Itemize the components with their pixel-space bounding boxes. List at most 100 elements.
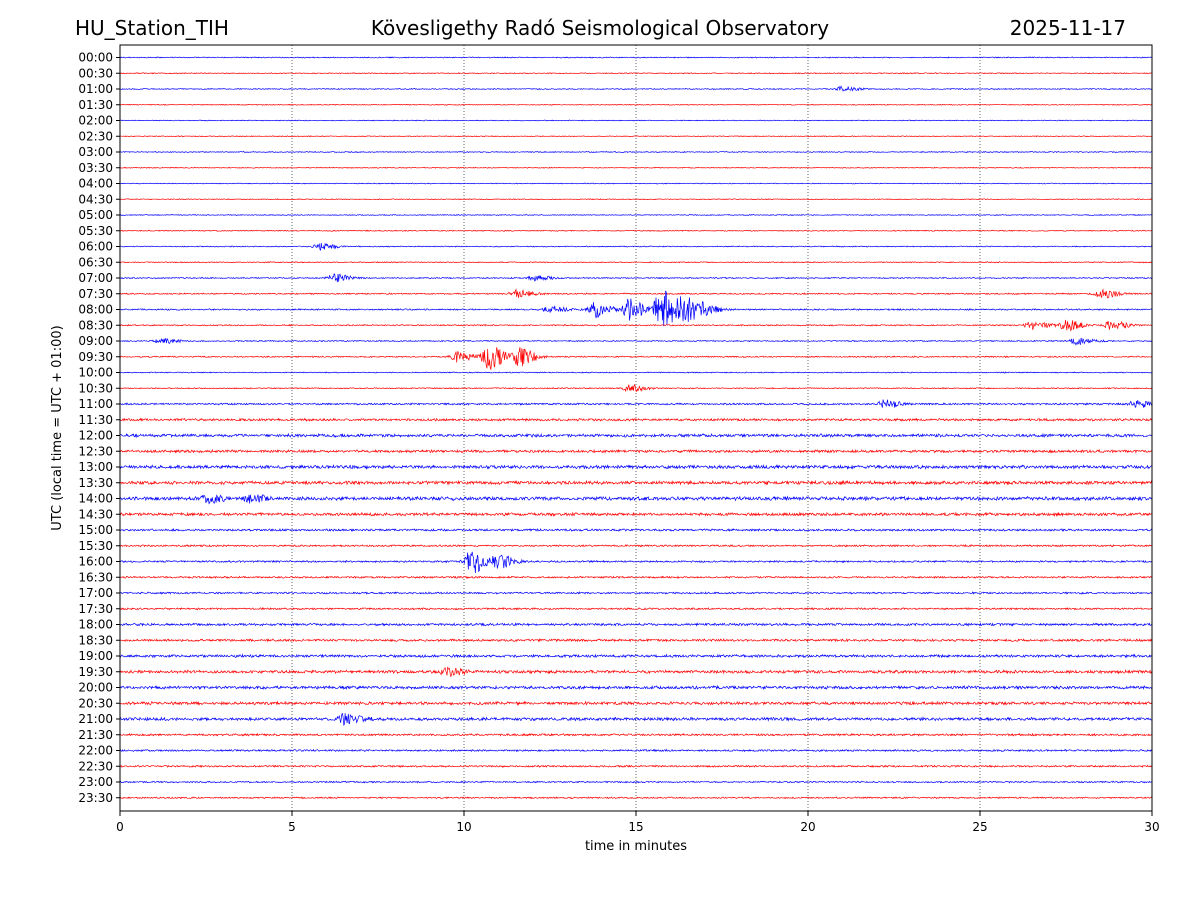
trace-1900 [119, 653, 1153, 659]
row-time-label: 17:30 [78, 602, 113, 616]
row-time-label: 03:00 [78, 145, 113, 159]
grid-lines [291, 45, 981, 811]
row-time-label: 15:30 [78, 539, 113, 553]
row-time-label: 04:30 [78, 192, 113, 206]
row-time-label: 21:00 [78, 712, 113, 726]
trace-1730 [119, 607, 1153, 611]
trace-2130 [119, 732, 1153, 737]
row-time-label: 07:30 [78, 287, 113, 301]
x-axis-ticks: 0 5 10 15 20 25 30 [116, 811, 1160, 834]
plot-frame [119, 44, 1153, 812]
chart-title: Kövesligethy Radó Seismological Observat… [371, 16, 829, 40]
x-tick-label: 20 [800, 820, 815, 834]
row-time-label: 08:00 [78, 303, 113, 317]
row-time-label: 21:30 [78, 728, 113, 742]
row-time-label: 10:30 [78, 381, 113, 395]
row-time-label: 01:00 [78, 82, 113, 96]
trace-0830 [119, 319, 1153, 332]
row-time-label: 10:00 [78, 366, 113, 380]
x-axis-label: time in minutes [585, 839, 687, 854]
row-time-label: 00:30 [78, 66, 113, 80]
trace-1500 [119, 527, 1153, 532]
trace-1830 [119, 637, 1153, 643]
trace-2000 [119, 684, 1153, 691]
trace-0600 [119, 242, 1153, 251]
trace-0700 [119, 273, 1153, 283]
row-time-label: 22:30 [78, 759, 113, 773]
trace-0500 [119, 214, 1153, 216]
row-time-label: 08:30 [78, 318, 113, 332]
trace-2300 [119, 780, 1153, 784]
row-time-label: 09:30 [78, 350, 113, 364]
trace-1000 [119, 371, 1153, 374]
trace-1200 [119, 432, 1153, 439]
row-time-label: 16:00 [78, 555, 113, 569]
trace-1100 [119, 399, 1153, 408]
x-tick-label: 10 [456, 820, 471, 834]
row-time-label: 17:00 [78, 586, 113, 600]
row-time-label: 02:00 [78, 114, 113, 128]
row-time-label: 13:00 [78, 460, 113, 474]
trace-0130 [119, 103, 1153, 106]
trace-1800 [119, 622, 1153, 627]
row-time-label: 18:00 [78, 618, 113, 632]
trace-1130 [119, 417, 1153, 422]
trace-0630 [119, 261, 1153, 264]
row-time-label: 18:30 [78, 633, 113, 647]
trace-0400 [119, 182, 1153, 185]
trace-0800 [119, 290, 1153, 327]
x-tick-label: 25 [972, 820, 987, 834]
trace-1430 [119, 511, 1153, 518]
trace-2230 [119, 764, 1153, 768]
row-time-label: 19:00 [78, 649, 113, 663]
trace-0300 [119, 150, 1153, 154]
row-time-label: 19:30 [78, 665, 113, 679]
row-time-label: 06:30 [78, 255, 113, 269]
row-time-label: 00:00 [78, 51, 113, 65]
trace-1630 [119, 575, 1153, 580]
trace-0100 [119, 85, 1153, 92]
trace-2200 [119, 748, 1153, 753]
trace-1230 [119, 448, 1153, 454]
row-time-label: 23:00 [78, 775, 113, 789]
row-time-label: 12:30 [78, 444, 113, 458]
row-time-label: 13:30 [78, 476, 113, 490]
trace-1700 [119, 591, 1153, 595]
row-time-label: 20:00 [78, 681, 113, 695]
trace-0030 [119, 72, 1153, 75]
row-time-label: 15:00 [78, 523, 113, 537]
trace-0930 [119, 347, 1153, 371]
row-time-label: 14:00 [78, 492, 113, 506]
trace-0200 [119, 119, 1153, 122]
row-time-label: 06:00 [78, 240, 113, 254]
trace-0530 [119, 229, 1152, 232]
row-time-label: 16:30 [78, 570, 113, 584]
x-tick-label: 30 [1144, 820, 1159, 834]
trace-0730 [119, 288, 1153, 299]
x-tick-label: 0 [116, 820, 124, 834]
trace-1930 [119, 666, 1153, 678]
trace-1530 [119, 543, 1153, 548]
date-label: 2025-11-17 [1010, 16, 1126, 40]
trace-0000 [119, 56, 1153, 59]
trace-2030 [119, 700, 1153, 707]
trace-2100 [119, 713, 1153, 727]
row-time-label: 20:30 [78, 696, 113, 710]
row-time-label: 23:30 [78, 791, 113, 805]
trace-2330 [119, 796, 1153, 800]
trace-1600 [119, 551, 1153, 573]
trace-1400 [119, 494, 1153, 505]
row-time-label: 02:30 [78, 129, 113, 143]
y-axis-label: UTC (local time = UTC + 01:00) [50, 325, 65, 530]
trace-1300 [119, 464, 1153, 471]
row-time-label: 09:00 [78, 334, 113, 348]
x-tick-label: 15 [628, 820, 643, 834]
row-time-label: 11:30 [78, 413, 113, 427]
row-time-label: 22:00 [78, 744, 113, 758]
trace-0330 [119, 166, 1153, 169]
row-time-label: 07:00 [78, 271, 113, 285]
trace-0430 [119, 198, 1153, 201]
row-time-label: 01:30 [78, 98, 113, 112]
